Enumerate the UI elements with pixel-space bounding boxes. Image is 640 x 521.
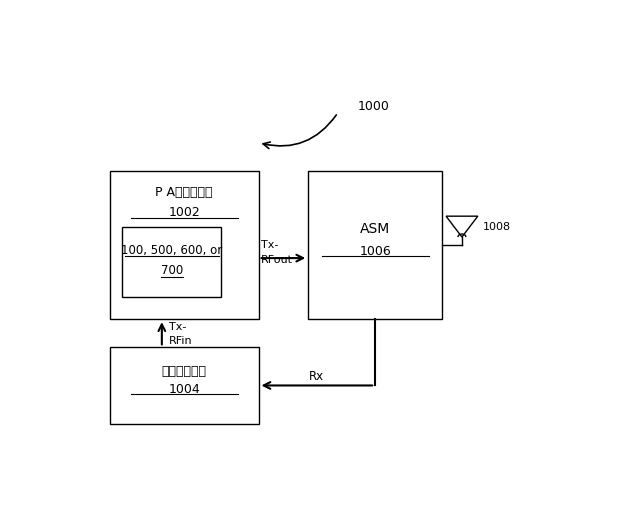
Text: 1008: 1008 bbox=[483, 221, 511, 232]
Text: RFout: RFout bbox=[261, 255, 293, 265]
Text: 700: 700 bbox=[161, 265, 183, 277]
Text: Tx-: Tx- bbox=[169, 322, 187, 332]
Bar bbox=[110, 348, 259, 424]
Text: Rx: Rx bbox=[309, 370, 324, 383]
Text: 100, 500, 600, or: 100, 500, 600, or bbox=[121, 244, 222, 257]
Text: P Aモジュール: P Aモジュール bbox=[156, 187, 213, 200]
Text: RFin: RFin bbox=[169, 336, 193, 345]
Bar bbox=[122, 227, 221, 297]
Text: 1000: 1000 bbox=[358, 100, 390, 113]
Bar bbox=[110, 171, 259, 319]
Text: トランシーバ: トランシーバ bbox=[162, 365, 207, 378]
Bar bbox=[308, 171, 442, 319]
Text: 1006: 1006 bbox=[359, 244, 391, 257]
Text: 1002: 1002 bbox=[168, 206, 200, 219]
Text: Tx-: Tx- bbox=[261, 240, 278, 250]
Text: 1004: 1004 bbox=[168, 383, 200, 396]
Text: ASM: ASM bbox=[360, 222, 390, 236]
Polygon shape bbox=[446, 216, 478, 237]
